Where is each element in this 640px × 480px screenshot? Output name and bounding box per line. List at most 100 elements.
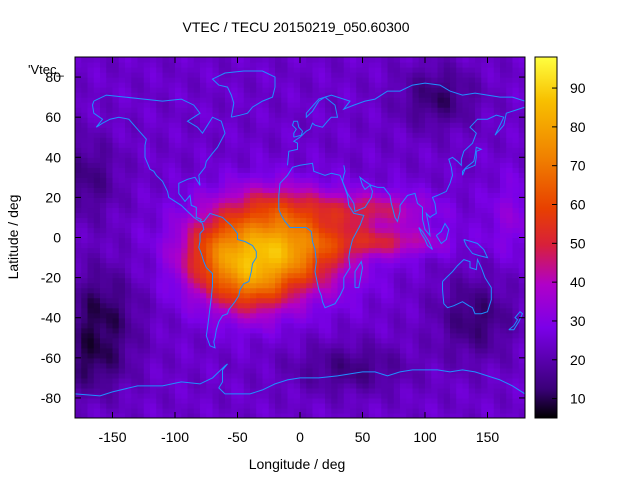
heatmap-cell [362,122,370,128]
heatmap-cell [243,97,251,103]
heatmap-cell [425,137,432,143]
heatmap-cell [393,272,401,279]
heatmap-cell [300,337,307,344]
heatmap-cell [350,282,357,289]
heatmap-cell [356,97,364,103]
heatmap-cell [381,112,389,118]
heatmap-cell [218,127,226,133]
heatmap-cell [493,402,501,409]
heatmap-cell [431,257,439,264]
heatmap-cell [487,247,495,254]
heatmap-cell [443,72,451,78]
heatmap-cell [362,132,370,138]
heatmap-cell [206,347,214,354]
heatmap-cell [393,412,401,418]
heatmap-cell [337,97,345,103]
heatmap-cell [193,162,201,168]
heatmap-cell [281,132,289,138]
heatmap-cell [412,317,420,324]
heatmap-cell [481,207,489,214]
heatmap-cell [325,207,332,214]
heatmap-cell [450,282,457,289]
heatmap-cell [325,367,332,374]
heatmap-cell [231,102,239,108]
heatmap-cell [350,292,357,299]
heatmap-cell [375,272,382,279]
heatmap-cell [456,137,464,143]
heatmap-cell [400,302,407,309]
heatmap-cell [137,107,145,113]
heatmap-cell [356,67,364,73]
heatmap-cell [450,187,457,193]
heatmap-cell [387,347,395,354]
heatmap-cell [275,297,282,304]
heatmap-cell [193,92,201,98]
heatmap-cell [275,242,282,249]
heatmap-cell [225,202,232,209]
heatmap-cell [443,257,451,264]
heatmap-cell [362,147,370,153]
heatmap-cell [475,282,482,289]
heatmap-cell [168,212,176,219]
heatmap-cell [287,127,295,133]
heatmap-cell [87,92,95,98]
heatmap-cell [131,57,139,63]
heatmap-cell [243,392,251,399]
heatmap-cell [143,337,151,344]
heatmap-cell [337,187,345,193]
heatmap-cell [250,317,257,324]
heatmap-cell [243,62,251,68]
heatmap-cell [225,222,232,229]
heatmap-cell [268,277,276,284]
heatmap-cell [168,117,176,123]
heatmap-cell [406,372,414,379]
heatmap-cell [331,207,339,214]
heatmap-cell [131,157,139,163]
heatmap-cell [168,272,176,279]
heatmap-cell [181,307,189,314]
heatmap-cell [225,302,232,309]
heatmap-cell [93,207,101,214]
heatmap-cell [318,347,326,354]
heatmap-cell [450,317,457,324]
heatmap-cell [218,382,226,389]
heatmap-cell [243,87,251,93]
heatmap-cell [237,122,245,128]
heatmap-cell [393,237,401,244]
heatmap-cell [450,377,457,384]
heatmap-cell [368,247,376,254]
heatmap-cell [81,297,89,304]
heatmap-cell [93,327,101,334]
heatmap-cell [231,352,239,359]
heatmap-cell [231,337,239,344]
heatmap-cell [150,77,157,83]
heatmap-cell [331,387,339,394]
heatmap-cell [443,297,451,304]
heatmap-cell [106,217,114,224]
heatmap-cell [156,187,164,193]
heatmap-cell [156,192,164,198]
heatmap-cell [81,327,89,334]
heatmap-cell [275,257,282,264]
heatmap-cell [206,387,214,394]
heatmap-cell [337,282,345,289]
heatmap-cell [75,82,82,88]
heatmap-cell [75,397,82,404]
heatmap-cell [368,137,376,143]
heatmap-cell [318,197,326,203]
heatmap-cell [400,67,407,73]
heatmap-cell [106,347,114,354]
heatmap-cell [131,317,139,324]
heatmap-cell [443,322,451,329]
heatmap-cell [325,337,332,344]
heatmap-cell [306,72,314,78]
heatmap-cell [243,342,251,349]
heatmap-cell [193,267,201,274]
heatmap-cell [287,322,295,329]
heatmap-cell [125,217,132,224]
heatmap-cell [443,77,451,83]
heatmap-cell [250,57,257,63]
heatmap-cell [75,237,82,244]
heatmap-cell [256,332,264,339]
heatmap-cell [275,302,282,309]
